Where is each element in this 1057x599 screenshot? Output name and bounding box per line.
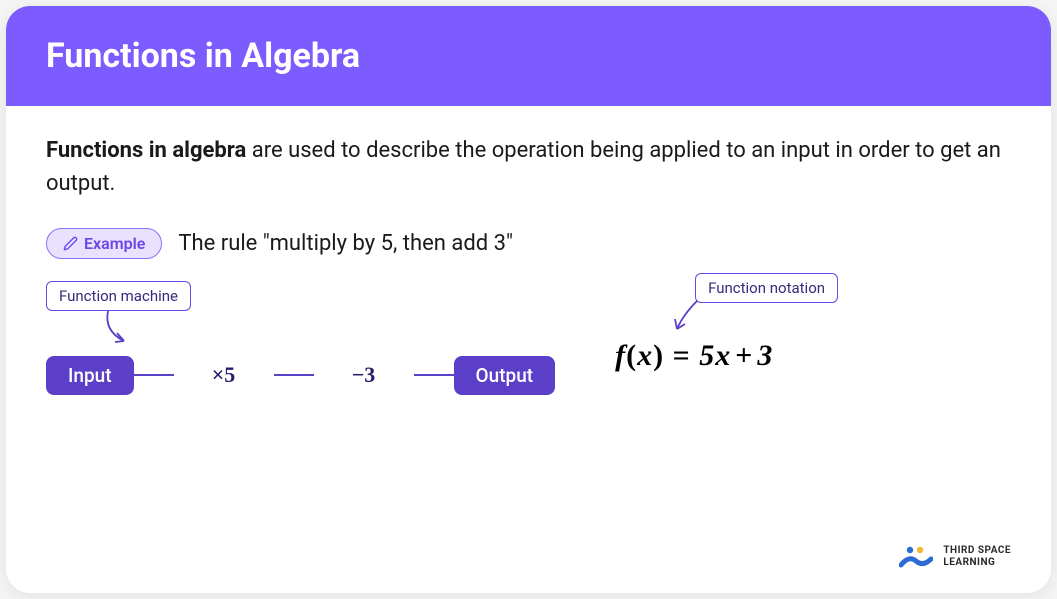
formula: f(x) = 5x+3	[615, 339, 1011, 373]
logo-text: THIRD SPACE LEARNING	[943, 545, 1011, 569]
f-letter: f	[615, 339, 626, 372]
op2-text: −3	[352, 362, 376, 388]
page-title: Functions in Algebra	[46, 36, 1011, 76]
plus: +	[731, 339, 757, 372]
example-row: Example The rule "multiply by 5, then ad…	[46, 228, 1011, 259]
input-box: Input	[46, 356, 134, 395]
function-notation: Function notation f(x) = 5x+3	[615, 281, 1011, 373]
footer-logo: THIRD SPACE LEARNING	[899, 545, 1011, 569]
connector	[414, 374, 454, 376]
machine-arrow	[96, 309, 146, 349]
x-letter: x	[637, 339, 653, 372]
rparen: )	[653, 339, 664, 372]
card-content: Functions in algebra are used to describ…	[6, 106, 1051, 593]
intro-text: Functions in algebra are used to describ…	[46, 134, 1011, 200]
lparen: (	[626, 339, 637, 372]
machine-label: Function machine	[46, 281, 191, 311]
connector	[274, 374, 314, 376]
op-multiply: ×5	[174, 351, 274, 399]
op-subtract: −3	[314, 351, 414, 399]
output-box: Output	[454, 356, 556, 395]
pencil-icon	[63, 236, 78, 251]
card-header: Functions in Algebra	[6, 6, 1051, 106]
notation-arrow	[667, 299, 717, 339]
logo-line2: LEARNING	[943, 557, 1011, 569]
logo-line1: THIRD SPACE	[943, 545, 1011, 557]
diagram-area: Function machine Input ×5 −3	[46, 281, 1011, 399]
example-pill: Example	[46, 228, 162, 259]
logo-mark-icon	[899, 545, 933, 569]
rhs1: 5x	[699, 339, 731, 372]
connector	[134, 374, 174, 376]
lesson-card: Functions in Algebra Functions in algebr…	[6, 6, 1051, 593]
op1-text: ×5	[212, 362, 236, 388]
machine-flow: Input ×5 −3 Output	[46, 351, 555, 399]
example-text: The rule "multiply by 5, then add 3"	[178, 231, 513, 256]
rhs2: 3	[757, 339, 773, 372]
intro-bold: Functions in algebra	[46, 138, 246, 163]
example-pill-text: Example	[84, 234, 145, 253]
eq: =	[664, 339, 699, 372]
function-machine: Function machine Input ×5 −3	[46, 281, 555, 399]
